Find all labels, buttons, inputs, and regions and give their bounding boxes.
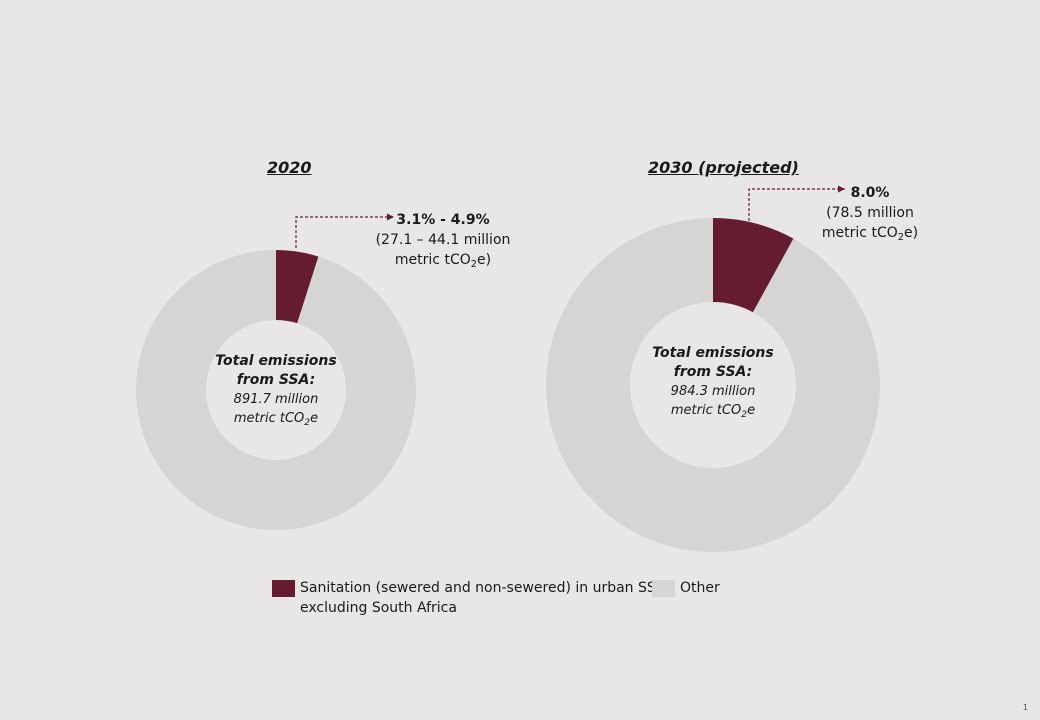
slice-2020-sanitation: [276, 250, 319, 324]
callout-detail-2020: (27.1 – 44.1 million: [375, 232, 511, 248]
center-label-2030: Total emissions from SSA: 984.3 million …: [643, 344, 783, 425]
center-unit-2020: metric tCO2e: [233, 411, 319, 428]
center-title-2030: Total emissions: [652, 345, 774, 361]
center-title-2020: Total emissions: [215, 353, 337, 369]
center-label-2020: Total emissions from SSA: 891.7 million …: [206, 352, 346, 433]
callout-arrow-2020: [295, 213, 394, 248]
callout-2020: 3.1% - 4.9% (27.1 – 44.1 million metric …: [364, 210, 522, 275]
slice-2030-other: [546, 218, 881, 552]
callout-unit-2030: metric tCO2e): [821, 225, 919, 243]
page-number: 1: [1022, 703, 1028, 712]
chart-title-2020: 2020: [267, 158, 312, 177]
center-subtitle-2030: from SSA:: [673, 364, 753, 380]
legend-swatch-other: [652, 580, 675, 597]
callout-value-2020: 3.1% - 4.9%: [396, 212, 490, 228]
center-value-2030: 984.3 million: [670, 384, 756, 399]
callout-arrow-2030: [748, 185, 845, 221]
legend-swatch-sanitation: [272, 580, 295, 597]
legend-label-other: Other: [680, 580, 720, 596]
callout-2030: 8.0% (78.5 million metric tCO2e): [810, 183, 930, 248]
center-unit-2030: metric tCO2e: [670, 403, 756, 420]
callout-unit-2020: metric tCO2e): [394, 252, 492, 270]
callout-detail-2030: (78.5 million: [826, 205, 914, 221]
center-value-2020: 891.7 million: [233, 392, 319, 407]
slice-2020-other: [135, 250, 416, 530]
center-subtitle-2020: from SSA:: [236, 372, 316, 388]
callout-value-2030: 8.0%: [850, 185, 890, 201]
chart-title-2030: 2030 (projected): [648, 158, 799, 177]
slice-2030-sanitation: [713, 218, 794, 313]
legend-label-sanitation: Sanitation (sewered and non-sewered) in …: [300, 580, 666, 616]
